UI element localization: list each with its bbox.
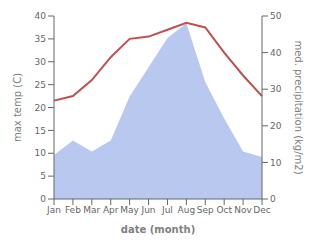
svg-text:Jul: Jul bbox=[161, 205, 173, 215]
svg-text:Oct: Oct bbox=[216, 205, 232, 215]
svg-text:Sep: Sep bbox=[197, 205, 214, 215]
svg-text:Apr: Apr bbox=[103, 205, 119, 215]
svg-text:Nov: Nov bbox=[234, 205, 252, 215]
svg-text:Aug: Aug bbox=[178, 205, 196, 215]
svg-text:40: 40 bbox=[35, 11, 47, 21]
svg-text:0: 0 bbox=[270, 194, 276, 204]
svg-text:0: 0 bbox=[40, 194, 46, 204]
svg-text:10: 10 bbox=[35, 148, 47, 158]
svg-text:med. precipitation (kg/m2): med. precipitation (kg/m2) bbox=[293, 40, 304, 174]
svg-text:15: 15 bbox=[35, 126, 46, 136]
svg-text:Dec: Dec bbox=[253, 205, 270, 215]
svg-text:50: 50 bbox=[270, 11, 282, 21]
svg-text:Mar: Mar bbox=[83, 205, 100, 215]
svg-text:30: 30 bbox=[35, 57, 47, 67]
svg-text:date (month): date (month) bbox=[121, 224, 195, 235]
svg-text:Jun: Jun bbox=[141, 205, 156, 215]
svg-text:10: 10 bbox=[270, 158, 282, 168]
svg-text:40: 40 bbox=[270, 48, 282, 58]
svg-text:25: 25 bbox=[35, 80, 46, 90]
svg-text:30: 30 bbox=[270, 84, 282, 94]
svg-text:May: May bbox=[120, 205, 139, 215]
svg-text:Jan: Jan bbox=[46, 205, 61, 215]
svg-text:5: 5 bbox=[40, 171, 46, 181]
svg-text:max temp (C): max temp (C) bbox=[12, 73, 23, 142]
svg-text:Feb: Feb bbox=[65, 205, 81, 215]
svg-text:20: 20 bbox=[35, 103, 47, 113]
svg-text:35: 35 bbox=[35, 34, 46, 44]
svg-text:20: 20 bbox=[270, 121, 282, 131]
